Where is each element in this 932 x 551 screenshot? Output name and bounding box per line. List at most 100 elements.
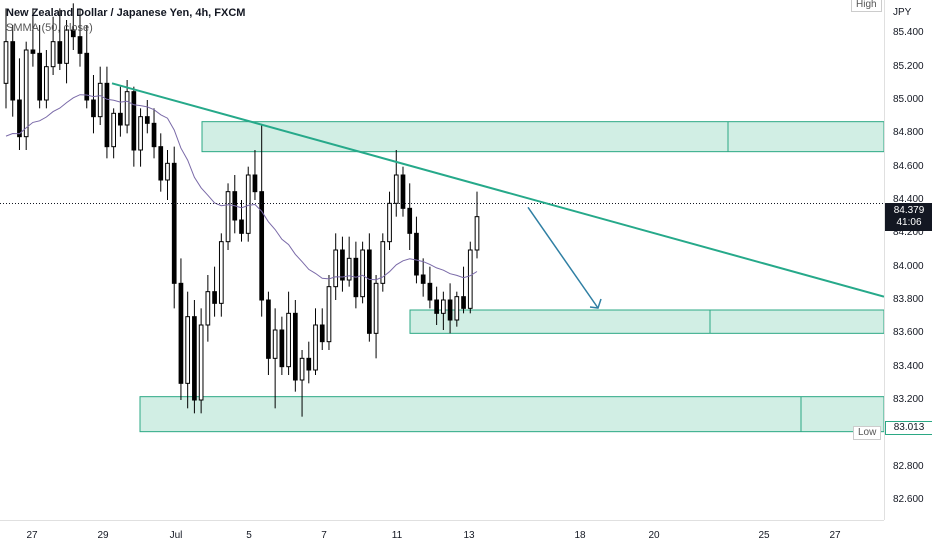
time-tick: 27: [829, 530, 841, 541]
candle-body: [259, 191, 265, 301]
candle-body: [239, 219, 244, 234]
time-tick: 7: [321, 530, 327, 541]
candle-body: [37, 52, 42, 101]
price-tick: 85.200: [893, 60, 924, 72]
arrow-line: [527, 206, 599, 309]
price-tick: 84.000: [893, 260, 924, 272]
candle-body: [192, 316, 197, 401]
candle-body: [400, 174, 406, 209]
arrow-head: [589, 298, 602, 309]
candle-body: [144, 116, 150, 124]
zone-rect: [409, 309, 884, 334]
candle-body: [427, 282, 433, 301]
price-tick: 83.800: [893, 294, 924, 305]
time-tick: 20: [648, 530, 660, 541]
candle-body: [366, 249, 372, 334]
candle-body: [23, 49, 29, 138]
candle-body: [292, 312, 298, 381]
candle-body: [461, 296, 466, 309]
candle-body: [131, 91, 137, 151]
countdown-value: 41:06: [896, 217, 922, 228]
candle-body: [185, 316, 191, 384]
candle-body: [441, 299, 446, 314]
candle-body: [474, 216, 480, 251]
candle-body: [57, 41, 63, 64]
candle-body: [467, 249, 473, 309]
price-tick: 82.800: [893, 460, 924, 472]
candle-body: [64, 29, 69, 64]
candle-body: [205, 291, 211, 326]
price-tick: 84.400: [893, 194, 924, 205]
candle-body: [245, 174, 251, 234]
price-tick: 84.200: [893, 227, 924, 239]
candle-body: [407, 207, 413, 234]
smma-line: [5, 94, 478, 281]
candle-body: [44, 66, 49, 101]
candle-body: [104, 82, 110, 148]
price-tick: 82.600: [893, 494, 924, 505]
candle-body: [299, 357, 305, 381]
time-tick: 27: [26, 530, 38, 541]
candle-body: [340, 249, 345, 281]
candle-body: [306, 357, 312, 371]
symbol-title[interactable]: New Zealand Dollar / Japanese Yen, 4h, F…: [6, 7, 246, 19]
candle-body: [50, 41, 56, 68]
candle-body: [272, 329, 278, 359]
candle-body: [218, 241, 224, 304]
price-tick: 84.800: [893, 127, 924, 139]
candle-body: [380, 241, 386, 284]
candle-body: [124, 91, 130, 126]
candle-body: [319, 324, 325, 343]
candle-body: [434, 299, 439, 314]
time-axis[interactable]: 27 29 Jul 5 7 11 13 18 20 25 27: [0, 520, 884, 551]
candle-body: [91, 99, 96, 118]
candle-body: [252, 174, 258, 193]
candle-body: [198, 324, 204, 401]
candle-body: [387, 202, 392, 243]
candle-body: [138, 116, 143, 151]
candle-body: [30, 49, 36, 54]
time-tick: 13: [463, 530, 475, 541]
candle-body: [313, 324, 318, 371]
candle-body: [70, 29, 76, 38]
indicator-label[interactable]: SMMA (50, close): [6, 22, 93, 34]
currency-label: JPY: [893, 7, 912, 18]
last-price-tag: 84.379 41:06: [885, 203, 932, 231]
price-axis[interactable]: JPY 85.400 85.200 85.000 84.800 84.600 84.400…: [884, 0, 932, 520]
low-price-value: 83.013: [893, 422, 925, 433]
candle-body: [178, 282, 184, 384]
trendline: [111, 82, 884, 298]
candle-body: [286, 312, 291, 368]
candle-body: [212, 291, 217, 304]
candle-body: [360, 249, 365, 298]
zone-rect: [139, 396, 884, 433]
candle-body: [266, 299, 271, 359]
price-chart[interactable]: [0, 0, 884, 520]
time-tick: 18: [574, 530, 586, 541]
candle-body: [171, 162, 177, 284]
price-tick: 84.600: [893, 160, 924, 172]
candle-body: [333, 249, 339, 288]
candle-body: [414, 232, 419, 276]
candle-body: [77, 36, 83, 54]
last-price-value: 84.379: [893, 205, 925, 216]
price-tick: 83.400: [893, 360, 924, 372]
candle-body: [111, 112, 117, 148]
candle-body: [97, 82, 103, 118]
candle-body: [420, 274, 426, 284]
chart-area[interactable]: New Zealand Dollar / Japanese Yen, 4h, F…: [0, 0, 884, 520]
candle-body: [393, 174, 399, 204]
zone-rect: [201, 121, 884, 153]
time-tick: 29: [97, 530, 109, 541]
time-tick: 5: [246, 530, 252, 541]
candle-body: [165, 162, 170, 181]
candle-body: [279, 329, 285, 368]
candle-body: [3, 41, 9, 84]
price-tick: 85.400: [893, 27, 924, 39]
candle-body: [225, 191, 231, 243]
candle-body: [373, 282, 379, 334]
candle-body: [346, 257, 352, 281]
candle-body: [118, 112, 123, 126]
candle-body: [17, 99, 22, 138]
candle-body: [158, 146, 164, 181]
